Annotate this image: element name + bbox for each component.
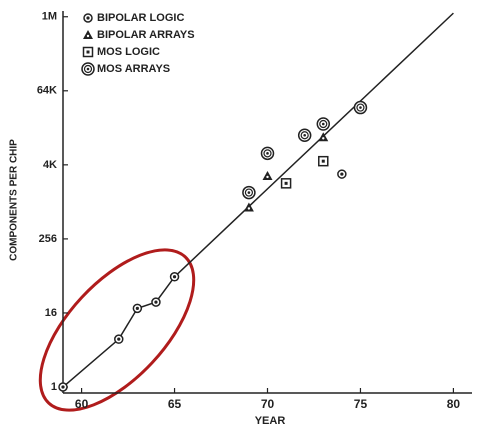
data-point: [280, 178, 292, 189]
highlight-ellipse: [38, 248, 196, 412]
y-tick-label: 1M: [42, 11, 57, 23]
x-tick-label: 60: [75, 397, 89, 411]
legend-marker: [83, 13, 93, 23]
x-axis-title: YEAR: [255, 415, 286, 427]
data-point: [151, 297, 161, 307]
x-tick-label: 70: [261, 397, 275, 411]
legend-marker: [81, 62, 95, 76]
legend-label: BIPOLAR ARRAYS: [97, 29, 195, 41]
y-tick-label: 256: [39, 233, 57, 245]
data-point: [316, 117, 331, 131]
legend-label: BIPOLAR LOGIC: [97, 12, 184, 24]
data-point: [297, 128, 312, 143]
series-line: [62, 276, 176, 388]
data-point: [318, 155, 329, 167]
data-point: [58, 382, 68, 392]
data-point: [169, 272, 180, 282]
legend-marker: [82, 46, 94, 58]
legend-label: MOS ARRAYS: [97, 63, 170, 75]
x-tick-label: 65: [168, 397, 182, 411]
data-point: [243, 202, 254, 212]
x-tick-label: 75: [354, 397, 368, 411]
x-tick-label: 80: [447, 397, 461, 411]
y-tick-label: 4K: [43, 159, 57, 171]
data-point: [114, 334, 124, 344]
data-point: [260, 146, 275, 161]
data-point: [132, 303, 143, 314]
data-point: [337, 169, 347, 179]
data-point: [242, 185, 256, 200]
y-tick-label: 16: [45, 307, 57, 319]
data-point: [318, 132, 329, 142]
data-point: [262, 170, 273, 180]
legend-label: MOS LOGIC: [97, 46, 160, 58]
y-tick-label: 64K: [37, 85, 57, 97]
y-axis-title: COMPONENTS PER CHIP: [9, 139, 20, 261]
trend-line: [174, 12, 454, 278]
data-point: [353, 100, 368, 115]
y-tick-label: 1: [51, 381, 57, 393]
legend-marker: [83, 30, 93, 39]
